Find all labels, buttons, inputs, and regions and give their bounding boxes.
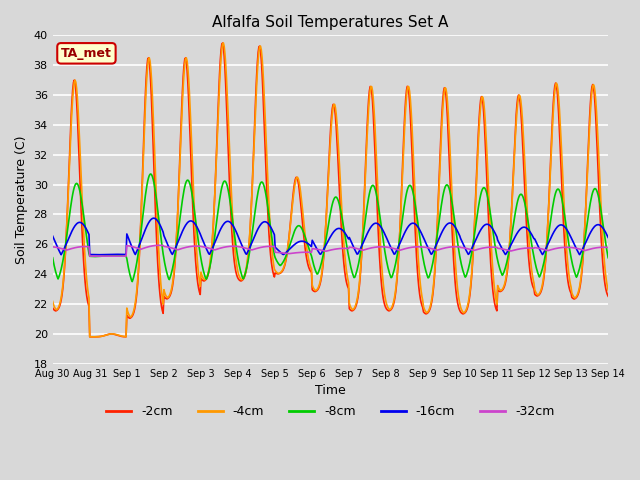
-16cm <box>204 248 211 253</box>
-2cm <box>203 276 211 282</box>
-16cm <box>399 233 407 239</box>
-32cm <box>174 247 182 252</box>
-2cm <box>604 293 612 299</box>
-32cm <box>399 246 407 252</box>
Line: -16cm: -16cm <box>52 218 608 255</box>
-4cm <box>399 150 407 156</box>
-16cm <box>95 252 102 258</box>
-32cm <box>204 245 211 251</box>
-8cm <box>416 233 424 239</box>
-2cm <box>117 333 125 339</box>
-16cm <box>117 252 125 257</box>
-16cm <box>150 216 157 221</box>
-32cm <box>156 242 163 248</box>
-16cm <box>416 227 424 233</box>
-4cm <box>49 299 56 304</box>
-4cm <box>173 224 181 230</box>
-4cm <box>604 288 612 293</box>
-2cm <box>219 40 227 46</box>
-2cm <box>416 291 424 297</box>
-4cm <box>203 275 211 280</box>
-32cm <box>604 245 612 251</box>
-2cm <box>173 225 181 230</box>
Y-axis label: Soil Temperature (C): Soil Temperature (C) <box>15 135 28 264</box>
-8cm <box>147 171 155 177</box>
-8cm <box>59 259 67 265</box>
Line: -8cm: -8cm <box>52 174 608 282</box>
-8cm <box>49 255 56 261</box>
-32cm <box>100 253 108 259</box>
-16cm <box>49 233 56 239</box>
-8cm <box>129 279 136 285</box>
-8cm <box>399 209 407 215</box>
-16cm <box>174 240 182 245</box>
-32cm <box>49 244 56 250</box>
-2cm <box>59 286 67 292</box>
-4cm <box>59 283 67 289</box>
-32cm <box>117 253 125 259</box>
-2cm <box>399 142 407 147</box>
-8cm <box>604 255 612 261</box>
-4cm <box>117 333 125 339</box>
Title: Alfalfa Soil Temperatures Set A: Alfalfa Soil Temperatures Set A <box>212 15 449 30</box>
Line: -4cm: -4cm <box>52 43 608 337</box>
Line: -2cm: -2cm <box>52 43 608 337</box>
Legend: -2cm, -4cm, -8cm, -16cm, -32cm: -2cm, -4cm, -8cm, -16cm, -32cm <box>101 400 559 423</box>
-32cm <box>59 246 67 252</box>
-8cm <box>116 253 124 259</box>
-8cm <box>204 274 211 280</box>
-2cm <box>89 334 97 340</box>
-2cm <box>49 305 56 311</box>
Line: -32cm: -32cm <box>52 245 608 256</box>
X-axis label: Time: Time <box>315 384 346 397</box>
-4cm <box>220 40 227 46</box>
-8cm <box>174 232 182 238</box>
-16cm <box>59 249 67 254</box>
-4cm <box>416 274 424 279</box>
Text: TA_met: TA_met <box>61 47 112 60</box>
-4cm <box>90 334 97 340</box>
-32cm <box>416 244 424 250</box>
-16cm <box>604 235 612 240</box>
